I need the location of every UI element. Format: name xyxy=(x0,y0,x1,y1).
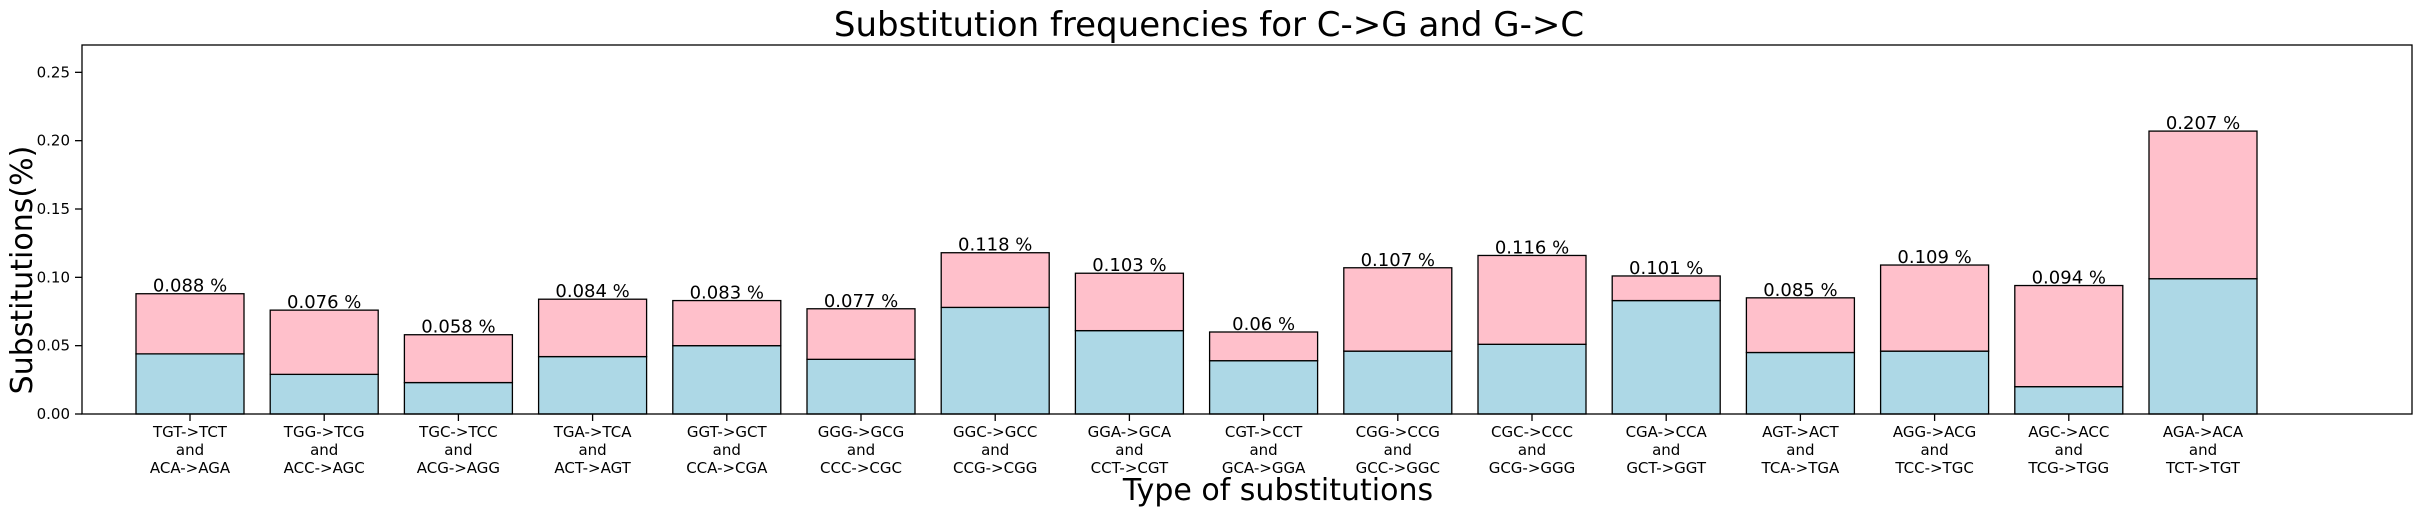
bar-upper-segment xyxy=(537,298,648,358)
x-tick-label: CGG->CCG and GCC->GGC xyxy=(1356,423,1440,477)
y-tick-label: 0.20 xyxy=(37,132,70,150)
bar-total-label: 0.06 % xyxy=(1232,314,1295,335)
x-axis-ticks: TGT->TCT and ACA->AGA TGG->TCG and ACC->AGC TG… xyxy=(150,414,2244,477)
bar-upper-segment xyxy=(940,252,1050,309)
x-tick-label: TGC->TCC and ACG->AGG xyxy=(417,423,500,477)
bar-upper-segment xyxy=(269,309,379,376)
x-tick-label: AGT->ACT and TCA->TGA xyxy=(1761,423,1840,477)
bar-total-label: 0.058 % xyxy=(421,317,495,338)
x-axis-label: Type of substitutions xyxy=(1122,473,1433,508)
y-axis-ticks: 0.00 0.05 0.10 0.15 0.20 0.25 xyxy=(37,63,82,423)
y-axis-label: Substitutions(%) xyxy=(5,146,40,395)
bar-total-label: 0.101 % xyxy=(1629,258,1703,279)
bar-upper-segment xyxy=(806,308,916,360)
bar-upper-segment xyxy=(1074,272,1185,332)
bar-lower-segment xyxy=(940,306,1050,415)
x-tick-label: CGA->CCA and GCT->GGT xyxy=(1626,423,1708,477)
bar-lower-segment xyxy=(2014,386,2124,415)
y-tick-label: 0.10 xyxy=(37,268,70,286)
bar-lower-segment xyxy=(135,353,245,415)
chart-title: Substitution frequencies for C->G and G-… xyxy=(834,5,1584,45)
bar-upper-segment xyxy=(2148,130,2258,280)
bar-lower-segment xyxy=(1745,351,1856,415)
x-tick-label: GGG->GCG and CCC->CGC xyxy=(818,423,905,477)
bar-lower-segment xyxy=(537,355,648,415)
bar-lower-segment xyxy=(806,358,916,415)
bar-upper-segment xyxy=(403,334,514,384)
bar-upper-segment xyxy=(1745,297,1856,354)
x-tick-label: TGA->TCA and ACT->AGT xyxy=(553,423,632,477)
bar-total-label: 0.084 % xyxy=(555,281,629,302)
bars-group: 0.088 % 0.076 % 0.058 % 0.084 % 0.083 % 0.077… xyxy=(135,113,2258,415)
bar-total-label: 0.118 % xyxy=(958,235,1032,256)
x-tick-label: GGT->GCT and CCA->CGA xyxy=(686,423,768,477)
plot-area-frame xyxy=(81,44,2413,415)
x-tick-label: GGC->GCC and CCG->CGG xyxy=(953,423,1037,477)
bar-lower-segment xyxy=(1208,360,1319,415)
bar-upper-segment xyxy=(672,299,782,347)
x-tick-label: AGC->ACC and TCG->TGG xyxy=(2027,423,2109,477)
bar-upper-segment xyxy=(1208,331,1319,362)
y-tick-label: 0.05 xyxy=(37,337,70,355)
x-tick-label: TGT->TCT and ACA->AGA xyxy=(150,423,231,477)
bar-lower-segment xyxy=(403,381,514,415)
bar-lower-segment xyxy=(1074,329,1185,415)
bar-total-label: 0.088 % xyxy=(153,276,227,297)
x-tick-label: TGG->TCG and ACC->AGC xyxy=(283,423,365,477)
bar-upper-segment xyxy=(1343,267,1453,352)
x-tick-label: GGA->GCA and CCT->CGT xyxy=(1088,423,1172,477)
bar-total-label: 0.083 % xyxy=(690,283,764,304)
bar-lower-segment xyxy=(269,373,379,415)
bar-total-label: 0.109 % xyxy=(1897,247,1971,268)
bar-lower-segment xyxy=(1343,350,1453,415)
bar-lower-segment xyxy=(672,345,782,415)
x-tick-label: AGA->ACA and TCT->TGT xyxy=(2163,423,2244,477)
bar-total-label: 0.077 % xyxy=(824,291,898,312)
x-tick-label: AGG->ACG and TCC->TGC xyxy=(1893,423,1976,477)
y-tick-label: 0.00 xyxy=(37,405,70,423)
bar-upper-segment xyxy=(135,293,245,355)
y-tick-label: 0.15 xyxy=(37,200,70,218)
bar-total-label: 0.076 % xyxy=(287,292,361,313)
bar-lower-segment xyxy=(1611,299,1721,415)
bar-lower-segment xyxy=(1879,350,1990,415)
bar-upper-segment xyxy=(1879,264,1990,352)
bar-total-label: 0.094 % xyxy=(2032,268,2106,289)
bar-total-label: 0.103 % xyxy=(1092,255,1166,276)
bar-total-label: 0.085 % xyxy=(1763,280,1837,301)
bar-total-label: 0.207 % xyxy=(2166,113,2240,134)
bar-total-label: 0.116 % xyxy=(1495,237,1569,258)
x-tick-label: CGC->CCC and GCG->GGG xyxy=(1489,423,1576,477)
bar-upper-segment xyxy=(2014,284,2124,388)
bar-lower-segment xyxy=(1477,343,1587,415)
bar-upper-segment xyxy=(1477,254,1587,345)
x-tick-label: CGT->CCT and GCA->GGA xyxy=(1222,423,1306,477)
y-tick-label: 0.25 xyxy=(37,63,70,81)
bar-upper-segment xyxy=(1611,275,1721,302)
bar-lower-segment xyxy=(2148,278,2258,415)
bar-total-label: 0.107 % xyxy=(1361,250,1435,271)
